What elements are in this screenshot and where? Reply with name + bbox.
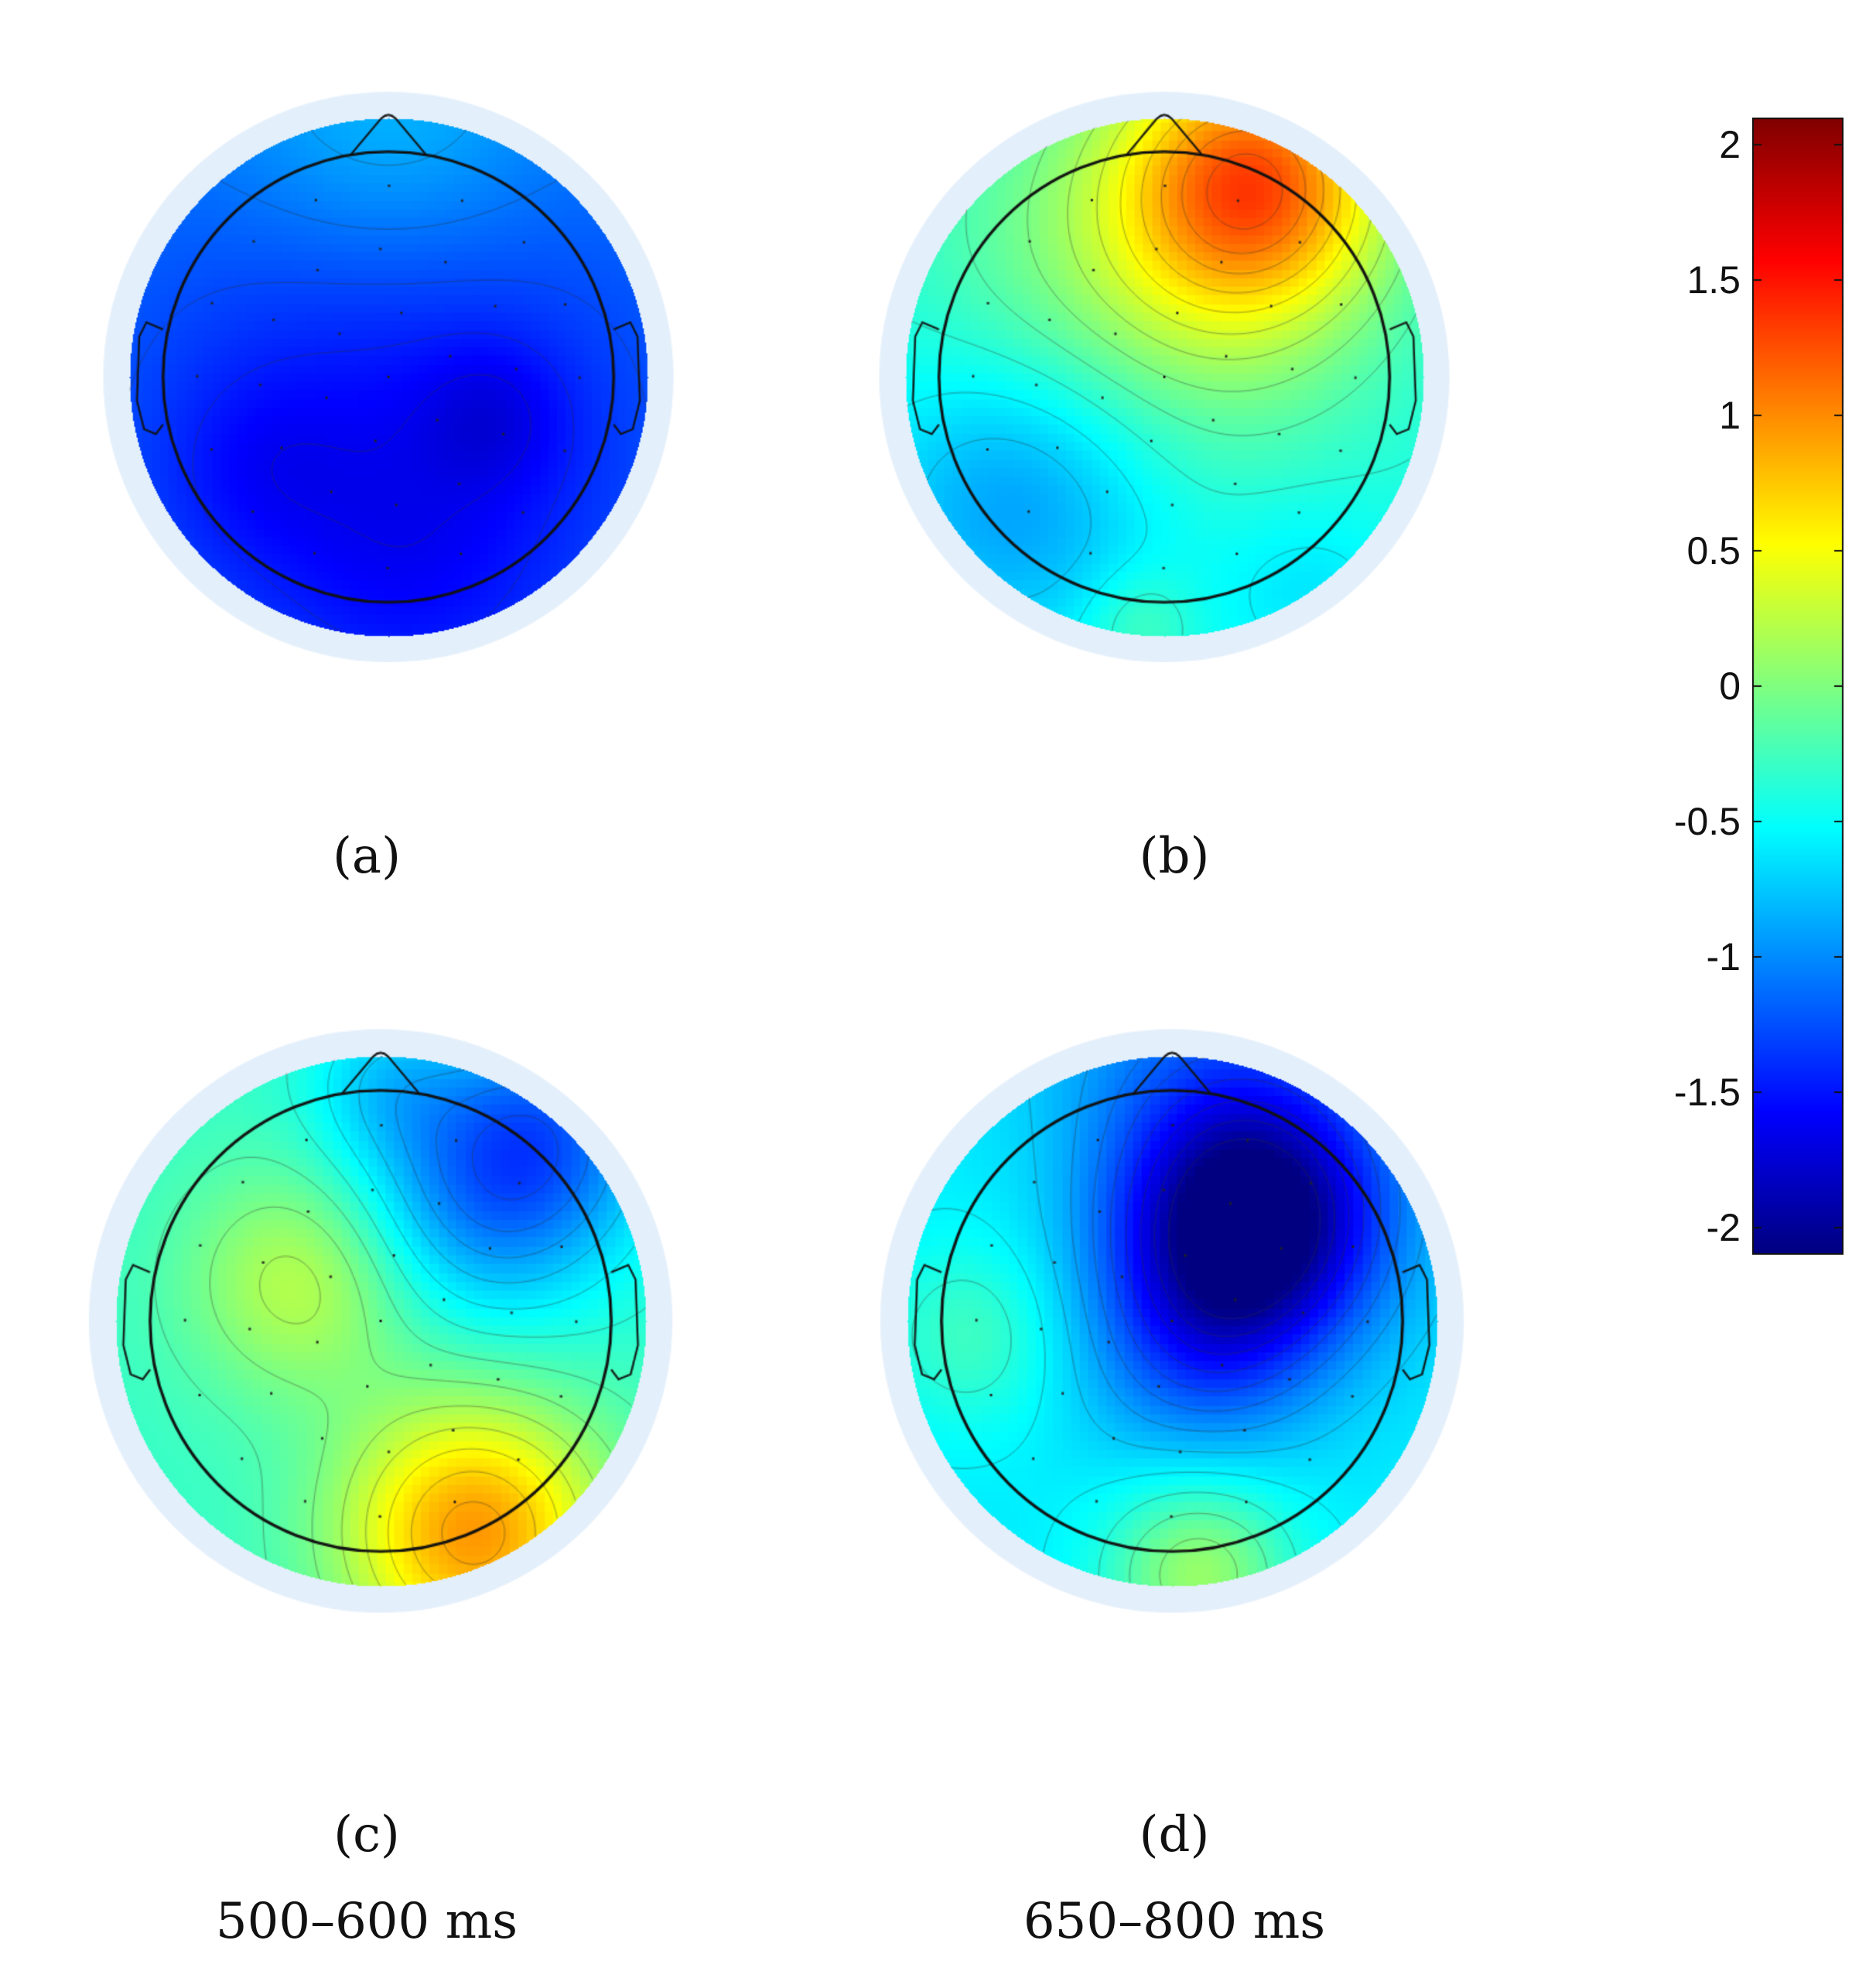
panel-label-c: (c) — [333, 1806, 400, 1863]
panel-label-b: (b) — [1139, 828, 1210, 885]
topomap-c — [40, 971, 721, 1652]
panel-label-a: (a) — [332, 828, 402, 885]
colorbar — [1752, 118, 1844, 1255]
topomap-b — [832, 35, 1497, 700]
colorbar-tick-label: 0 — [1719, 664, 1741, 708]
colorbar-tick-label: 1 — [1719, 394, 1741, 437]
colorbar-tick-label: -1.5 — [1673, 1071, 1741, 1114]
time-window-d: 650–800 ms — [1023, 1893, 1326, 1950]
colorbar-tick-label: 1.5 — [1686, 258, 1741, 302]
colorbar-tick-label: -0.5 — [1673, 800, 1741, 843]
topomap-d — [832, 971, 1512, 1652]
colorbar-tick-label: 0.5 — [1686, 529, 1741, 572]
topomap-a — [56, 35, 721, 700]
colorbar-tick-label: 2 — [1719, 123, 1741, 166]
panel-label-d: (d) — [1139, 1806, 1210, 1863]
colorbar-tick-label: -1 — [1706, 935, 1741, 979]
colorbar-tick-label: -2 — [1706, 1206, 1741, 1249]
time-window-c: 500–600 ms — [215, 1893, 518, 1950]
